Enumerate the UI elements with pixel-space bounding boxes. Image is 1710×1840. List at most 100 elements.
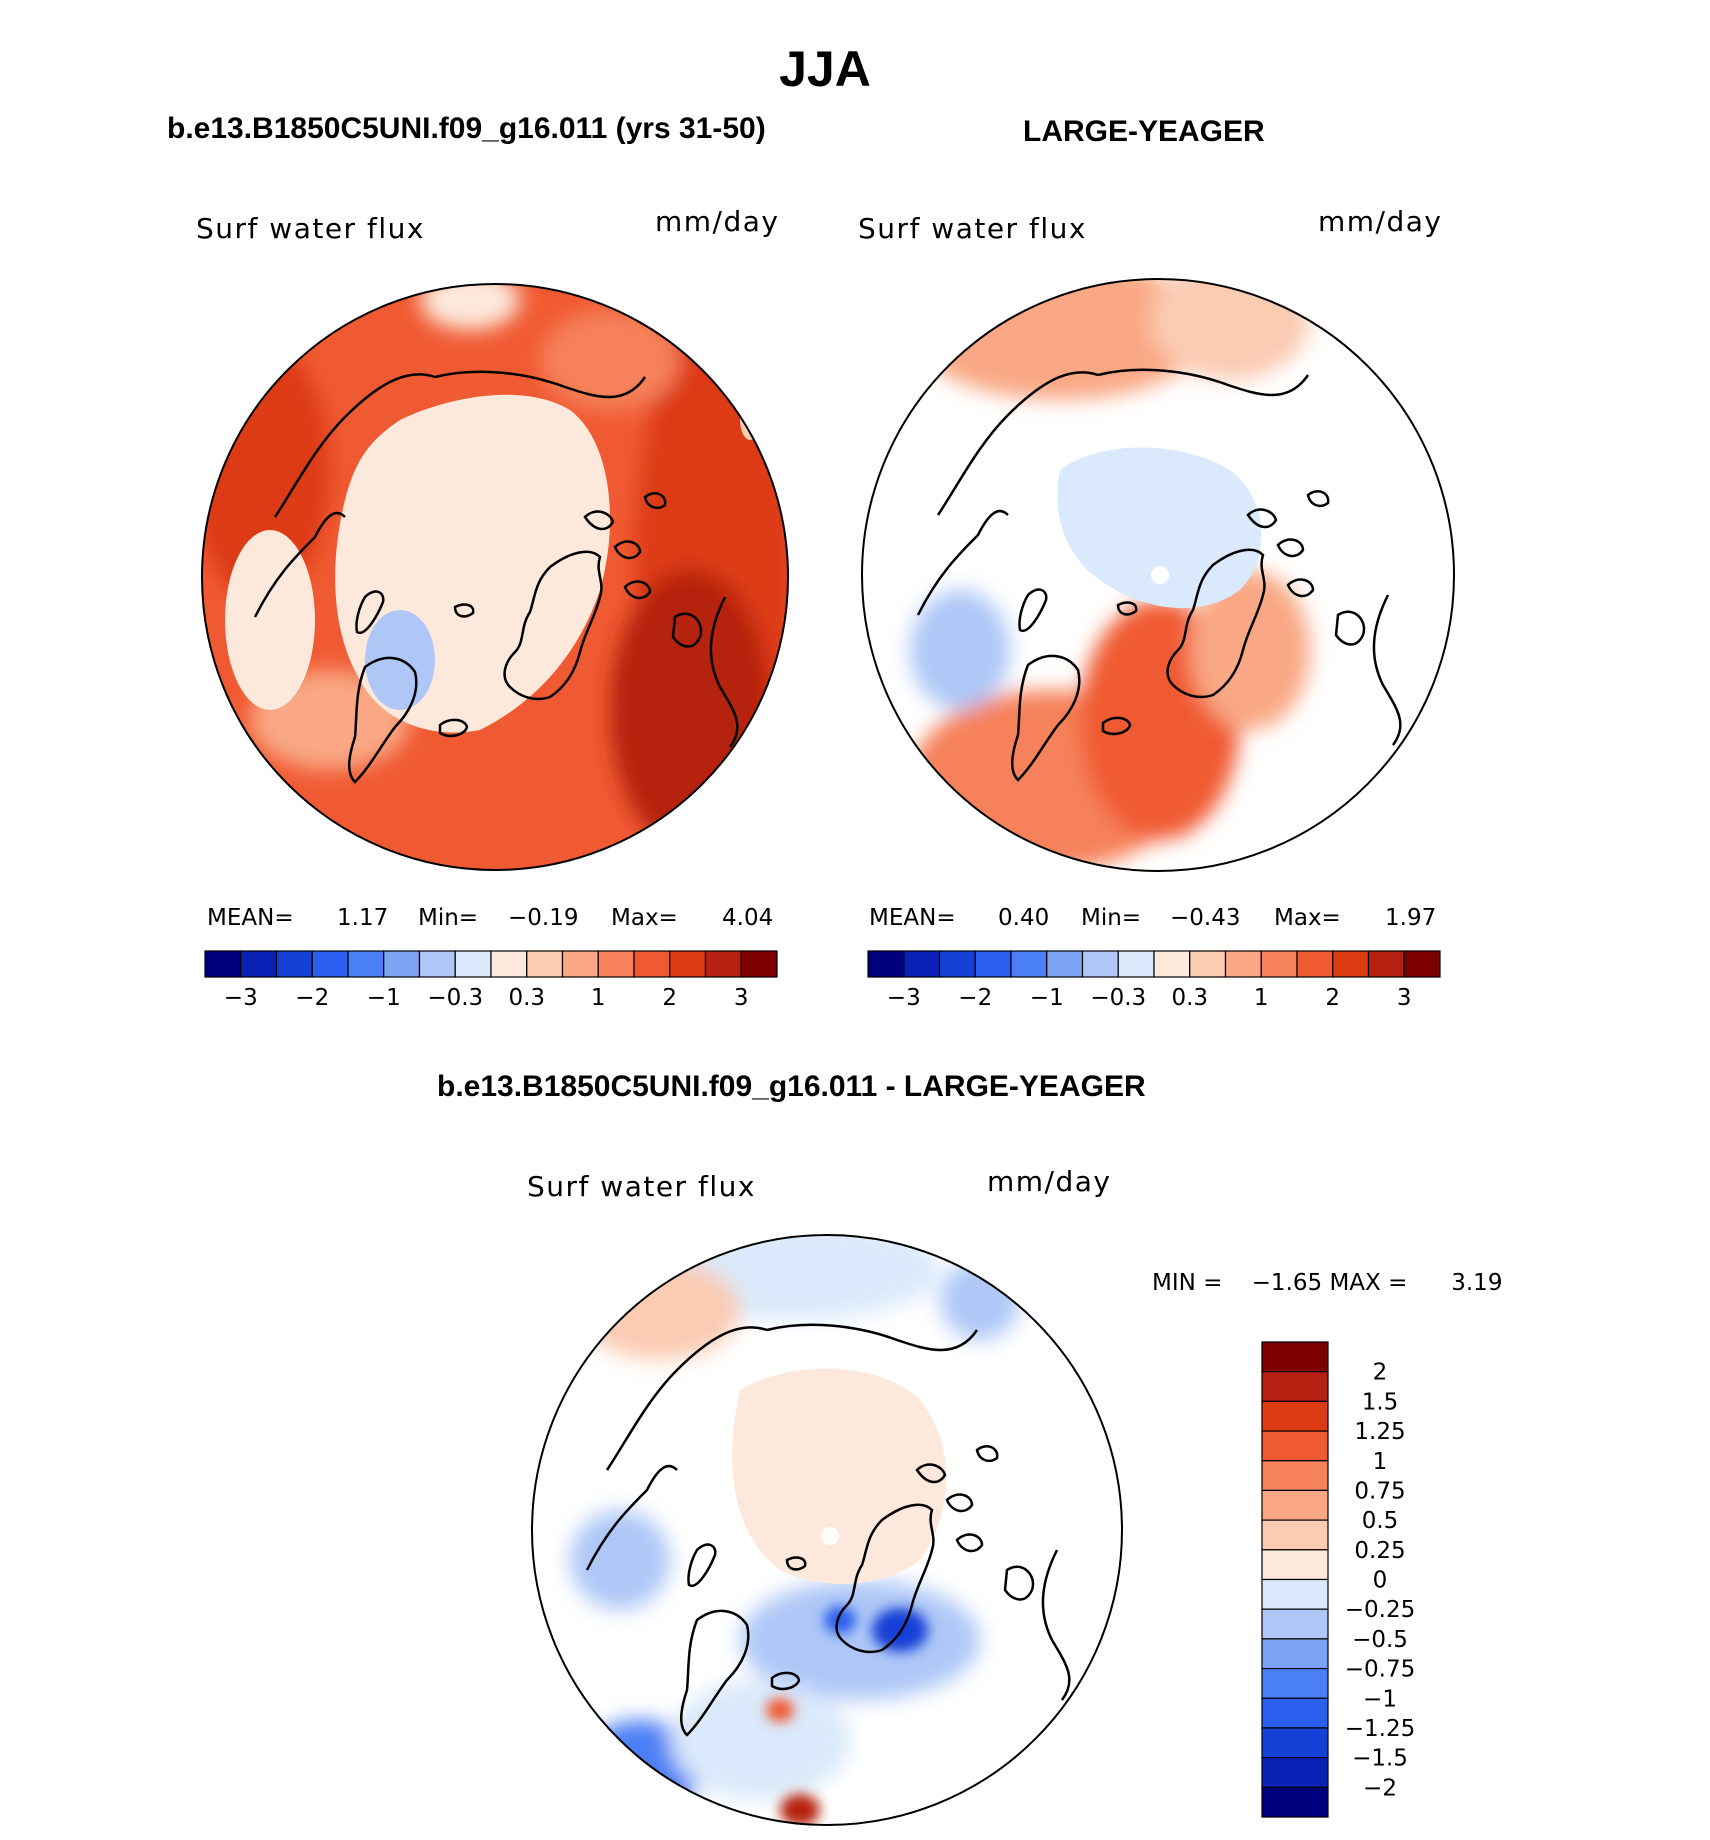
panel2-colorbar-box bbox=[1189, 950, 1227, 978]
panel2-min-value: −0.43 bbox=[1170, 905, 1241, 931]
panel2-units-label: mm/day bbox=[1318, 205, 1443, 238]
panel3-map bbox=[531, 1234, 1123, 1826]
panel1-colorbar-box bbox=[526, 950, 564, 978]
panel1-colorbar-ticks: −3 −2 −1 −0.3 0.3 1 2 3 bbox=[224, 985, 749, 1011]
panel1-colorbar-box bbox=[490, 950, 528, 978]
panel3-colorbar-tick-label: −0.75 bbox=[1345, 1657, 1415, 1683]
panel2-mean-label: MEAN= bbox=[869, 905, 956, 931]
panel3-variable-label: Surf water flux bbox=[527, 1170, 756, 1203]
panel3-colorbar-tick-label: −0.25 bbox=[1345, 1597, 1415, 1623]
panel1-colorbar-tick-label: −2 bbox=[295, 985, 329, 1011]
panel2-case-title: LARGE-YEAGER bbox=[1023, 115, 1265, 148]
panel2-colorbar-box bbox=[1403, 950, 1441, 978]
panel1-colorbar-box bbox=[275, 950, 313, 978]
panel3-colorbar bbox=[1261, 1341, 1329, 1818]
panel1-colorbar bbox=[204, 950, 778, 978]
panel1-colorbar-tick-label: −0.3 bbox=[427, 985, 483, 1011]
panel1-colorbar-box bbox=[597, 950, 635, 978]
panel3-colorbar-box bbox=[1261, 1578, 1329, 1610]
panel2-colorbar-box bbox=[974, 950, 1012, 978]
panel3-colorbar-box bbox=[1261, 1757, 1329, 1788]
panel1-variable-label: Surf water flux bbox=[196, 212, 425, 245]
panel3-colorbar-ticks: 2 1.5 1.25 1 0.75 0.5 0.25 0 −0.25 −0.5 −0.75 −1 −1.… bbox=[1345, 1360, 1415, 1802]
panel3-colorbar-tick-label: 0.5 bbox=[1362, 1508, 1399, 1534]
panel3-colorbar-box bbox=[1261, 1549, 1329, 1581]
panel3-colorbar-tick-label: −0.5 bbox=[1352, 1627, 1408, 1653]
panel2-colorbar-box bbox=[1010, 950, 1048, 978]
panel2-colorbar-box bbox=[867, 950, 905, 978]
panel3-colorbar-tick-label: 0.75 bbox=[1354, 1478, 1405, 1504]
panel1-colorbar-tick-label: −1 bbox=[367, 985, 401, 1011]
panel2-variable-label: Surf water flux bbox=[858, 212, 1087, 245]
panel2-max-label: Max= bbox=[1274, 905, 1341, 931]
panel2-colorbar-ticks: −3 −2 −1 −0.3 0.3 1 2 3 bbox=[887, 985, 1412, 1011]
panel1-colorbar-box bbox=[669, 950, 707, 978]
panel1-colorbar-box bbox=[704, 950, 742, 978]
panel2-min-label: Min= bbox=[1081, 905, 1142, 931]
panel3-colorbar-tick-label: 0.25 bbox=[1354, 1538, 1405, 1564]
panel2-colorbar-tick-label: 0.3 bbox=[1171, 985, 1208, 1011]
panel1-case-title: b.e13.B1850C5UNI.f09_g16.011 (yrs 31-50) bbox=[167, 112, 766, 145]
panel3-colorbar-tick-label: −1.25 bbox=[1345, 1716, 1415, 1742]
panel1-colorbar-box bbox=[740, 950, 778, 978]
panel2-colorbar-tick-label: 2 bbox=[1325, 985, 1340, 1011]
panel1-colorbar-box bbox=[633, 950, 671, 978]
panel1-mean-value: 1.17 bbox=[337, 905, 389, 931]
panel3-colorbar-box bbox=[1261, 1608, 1329, 1640]
panel1-colorbar-box bbox=[383, 950, 421, 978]
panel1-colorbar-tick-label: −3 bbox=[224, 985, 258, 1011]
panel1-colorbar-box bbox=[561, 950, 599, 978]
panel3-colorbar-tick-label: 1.25 bbox=[1354, 1419, 1405, 1445]
panel3-colorbar-box bbox=[1261, 1400, 1329, 1432]
panel2-colorbar-box bbox=[1367, 950, 1405, 978]
panel1-max-label: Max= bbox=[611, 905, 678, 931]
panel2-colorbar-box bbox=[1332, 950, 1370, 978]
panel2-colorbar-box bbox=[1081, 950, 1119, 978]
panel2-colorbar-box bbox=[1117, 950, 1155, 978]
panel2-colorbar-box bbox=[1046, 950, 1084, 978]
panel3-colorbar-tick-label: −2 bbox=[1363, 1775, 1397, 1801]
panel3-colorbar-box bbox=[1261, 1697, 1329, 1729]
panel1-colorbar-tick-label: 2 bbox=[662, 985, 677, 1011]
panel3-colorbar-box bbox=[1261, 1341, 1329, 1373]
panel2-colorbar bbox=[867, 950, 1441, 978]
panel3-colorbar-tick-label: 1.5 bbox=[1362, 1389, 1399, 1415]
panel1-colorbar-box bbox=[204, 950, 242, 978]
panel3-colorbar-box bbox=[1261, 1460, 1329, 1492]
panel3-colorbar-box bbox=[1261, 1489, 1329, 1521]
panel2-colorbar-tick-label: −1 bbox=[1030, 985, 1064, 1011]
panel2-mean-value: 0.40 bbox=[998, 905, 1050, 931]
panel2-map bbox=[861, 278, 1455, 872]
panel3-colorbar-box bbox=[1261, 1430, 1329, 1462]
panel2-colorbar-tick-label: −0.3 bbox=[1090, 985, 1146, 1011]
panel3-colorbar-tick-label: −1.5 bbox=[1352, 1746, 1408, 1772]
panel3-colorbar-box bbox=[1261, 1371, 1329, 1402]
panel3-case-title: b.e13.B1850C5UNI.f09_g16.011 - LARGE-YEA… bbox=[437, 1070, 1146, 1103]
panel3-colorbar-tick-label: 0 bbox=[1373, 1568, 1388, 1594]
panel2-colorbar-box bbox=[1260, 950, 1298, 978]
panel3-colorbar-tick-label: 1 bbox=[1373, 1449, 1388, 1475]
panel1-map bbox=[201, 283, 789, 871]
panel1-colorbar-box bbox=[418, 950, 456, 978]
figure-title: JJA bbox=[779, 41, 871, 97]
panel1-colorbar-box bbox=[311, 950, 349, 978]
panel2-colorbar-tick-label: 3 bbox=[1397, 985, 1412, 1011]
panel2-colorbar-box bbox=[903, 950, 941, 978]
panel1-colorbar-tick-label: 3 bbox=[734, 985, 749, 1011]
panel3-colorbar-box bbox=[1261, 1667, 1329, 1699]
panel2-colorbar-box bbox=[1224, 950, 1262, 978]
panel3-colorbar-box bbox=[1261, 1786, 1329, 1818]
panel1-colorbar-tick-label: 0.3 bbox=[508, 985, 545, 1011]
panel2-colorbar-box bbox=[1153, 950, 1191, 978]
panel2-max-value: 1.97 bbox=[1385, 905, 1437, 931]
panel3-colorbar-tick-label: −1 bbox=[1363, 1686, 1397, 1712]
panel1-min-label: Min= bbox=[418, 905, 479, 931]
panel3-colorbar-tick-label: 2 bbox=[1373, 1360, 1388, 1386]
panel2-colorbar-tick-label: −2 bbox=[958, 985, 992, 1011]
panel3-minmax-text: MIN = −1.65 MAX = 3.19 bbox=[1152, 1270, 1503, 1296]
panel3-colorbar-box bbox=[1261, 1519, 1329, 1551]
panel1-colorbar-tick-label: 1 bbox=[591, 985, 606, 1011]
panel2-colorbar-box bbox=[938, 950, 976, 978]
panel2-colorbar-tick-label: 1 bbox=[1254, 985, 1269, 1011]
